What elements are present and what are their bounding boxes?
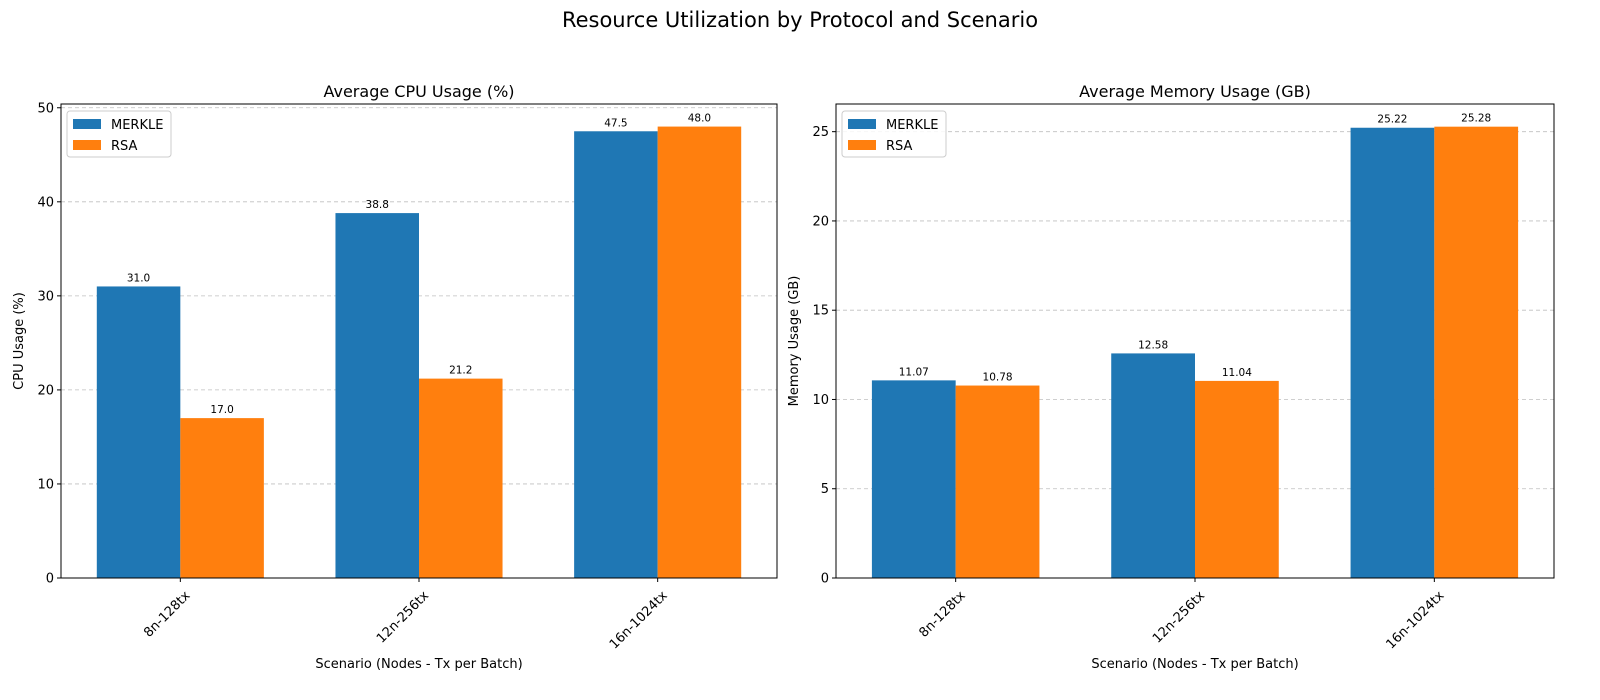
chart1-bar-rsa-3 bbox=[657, 126, 742, 579]
chart1-bar-merkle-1 bbox=[96, 286, 181, 578]
chart1-legend-label-merkle: MERKLE bbox=[111, 118, 163, 133]
chart1-legend-swatch-rsa bbox=[73, 140, 101, 150]
chart2-bar-merkle-3 bbox=[1350, 127, 1435, 578]
chart1-legend: MERKLE RSA bbox=[66, 110, 172, 158]
chart1-ylabel: CPU Usage (%) bbox=[12, 292, 27, 390]
chart2-ytick-label: 0 bbox=[821, 572, 829, 587]
chart2-ytick-label: 10 bbox=[812, 393, 829, 408]
chart2-value-label: 25.28 bbox=[1461, 113, 1491, 125]
chart2-legend-swatch-merkle bbox=[848, 119, 876, 129]
chart2-value-label: 11.04 bbox=[1222, 367, 1252, 379]
chart1-value-label: 21.2 bbox=[449, 365, 472, 377]
chart2-legend: MERKLE RSA bbox=[841, 110, 947, 158]
chart2-xtick-label: 16n-1024tx bbox=[1383, 588, 1447, 652]
chart1-title: Average CPU Usage (%) bbox=[323, 82, 514, 101]
chart2-value-label: 10.78 bbox=[983, 372, 1013, 384]
chart2-ytick-label: 5 bbox=[821, 482, 829, 497]
chart2: 11.07 12.58 25.22 10.78 11.04 25.28 0 5 10 15 20 25… bbox=[787, 82, 1555, 672]
chart2-xtick-label: 8n-128tx bbox=[917, 588, 969, 640]
chart2-bar-rsa-2 bbox=[1195, 380, 1279, 578]
chart1-ytick-label: 40 bbox=[37, 195, 54, 210]
chart1-xtick-label: 16n-1024tx bbox=[607, 588, 671, 652]
chart1-ytick-label: 20 bbox=[37, 383, 54, 398]
chart1-bar-merkle-2 bbox=[335, 213, 419, 578]
chart1: 31.0 38.8 47.5 17.0 21.2 48.0 0 10 20 30 40 50 8n-12… bbox=[12, 82, 778, 672]
chart1-value-label: 17.0 bbox=[210, 404, 233, 416]
chart1-value-label: 47.5 bbox=[604, 117, 627, 129]
chart1-ytick-label: 50 bbox=[37, 101, 54, 116]
chart2-legend-swatch-rsa bbox=[848, 140, 876, 150]
chart1-ytick-label: 30 bbox=[37, 289, 54, 304]
chart1-legend-swatch-merkle bbox=[73, 119, 101, 129]
chart2-xlabel: Scenario (Nodes - Tx per Batch) bbox=[1091, 657, 1298, 672]
chart2-value-label: 25.22 bbox=[1377, 114, 1407, 126]
chart2-value-label: 11.07 bbox=[899, 366, 929, 378]
chart2-bar-merkle-1 bbox=[871, 380, 956, 578]
chart2-ytick-label: 25 bbox=[812, 125, 829, 140]
chart1-value-label: 48.0 bbox=[688, 113, 711, 125]
chart1-bar-merkle-3 bbox=[574, 131, 658, 578]
chart2-bar-merkle-2 bbox=[1111, 353, 1195, 578]
chart1-xtick-label: 12n-256tx bbox=[374, 588, 432, 646]
figure-title: Resource Utilization by Protocol and Sce… bbox=[561, 8, 1039, 32]
chart2-ytick-label: 15 bbox=[812, 304, 829, 319]
chart1-xtick-label: 8n-128tx bbox=[141, 588, 193, 640]
chart1-bar-rsa-1 bbox=[180, 418, 264, 578]
chart1-ytick-label: 10 bbox=[37, 477, 54, 492]
chart1-legend-label-rsa: RSA bbox=[111, 139, 138, 154]
chart2-title: Average Memory Usage (GB) bbox=[1079, 82, 1311, 101]
chart2-bar-rsa-3 bbox=[1434, 126, 1519, 578]
chart2-xtick-label: 12n-256tx bbox=[1150, 588, 1208, 646]
chart2-ytick-label: 20 bbox=[812, 214, 829, 229]
chart1-value-label: 31.0 bbox=[127, 272, 150, 284]
chart2-ylabel: Memory Usage (GB) bbox=[787, 276, 802, 407]
chart1-xlabel: Scenario (Nodes - Tx per Batch) bbox=[315, 657, 522, 672]
chart2-bar-rsa-1 bbox=[955, 385, 1040, 578]
chart2-legend-label-merkle: MERKLE bbox=[886, 118, 938, 133]
chart2-value-label: 12.58 bbox=[1138, 339, 1168, 351]
chart2-legend-label-rsa: RSA bbox=[886, 139, 913, 154]
chart1-value-label: 38.8 bbox=[366, 199, 389, 211]
chart1-ytick-label: 0 bbox=[46, 572, 54, 587]
chart1-bar-rsa-2 bbox=[419, 378, 503, 578]
